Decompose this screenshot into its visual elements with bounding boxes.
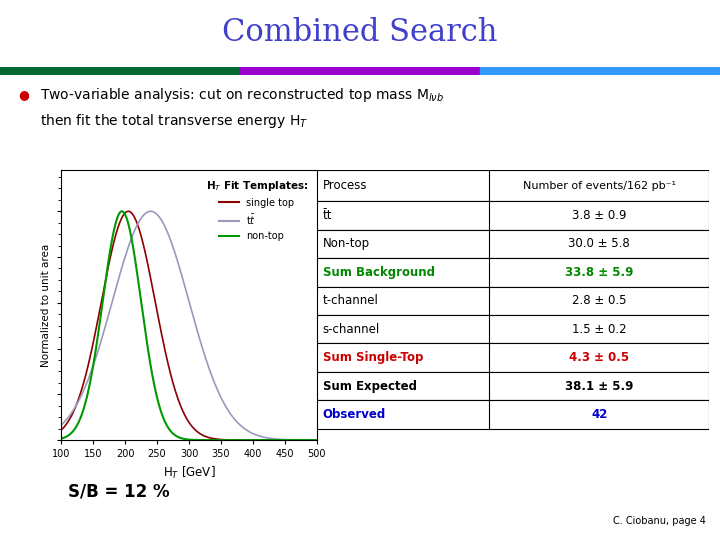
X-axis label: H$_T$ [GeV]: H$_T$ [GeV] [163,465,215,481]
Text: 4.3 ± 0.5: 4.3 ± 0.5 [570,351,629,364]
Text: Process: Process [323,179,367,192]
Text: Non-top: Non-top [323,238,370,251]
Text: 2.8 ± 0.5: 2.8 ± 0.5 [572,294,626,307]
Bar [317,400,709,429]
Text: Two-variable analysis: cut on reconstructed top mass M$_{\mathit{l}\nu b}$: Two-variable analysis: cut on reconstruc… [40,85,444,104]
Legend: single top, t$\bar{t}$, non-top: single top, t$\bar{t}$, non-top [202,175,312,245]
Text: Sum Expected: Sum Expected [323,380,417,393]
Bar [317,201,709,230]
Bar [0,67,240,75]
Text: Observed: Observed [323,408,386,421]
Text: Sum Single-Top: Sum Single-Top [323,351,423,364]
Bar [480,67,720,75]
Text: tt: tt [323,209,332,222]
Text: t-channel: t-channel [323,294,379,307]
Text: Sum Background: Sum Background [323,266,435,279]
Bar [317,258,709,287]
Text: ●: ● [18,88,29,101]
Text: 1.5 ± 0.2: 1.5 ± 0.2 [572,323,626,336]
Text: 3.8 ± 0.9: 3.8 ± 0.9 [572,209,626,222]
Text: 38.1 ± 5.9: 38.1 ± 5.9 [565,380,634,393]
Text: -: - [323,202,327,215]
Text: C. Ciobanu, page 4: C. Ciobanu, page 4 [613,516,706,526]
Text: 30.0 ± 5.8: 30.0 ± 5.8 [569,238,630,251]
Text: Number of events/162 pb⁻¹: Number of events/162 pb⁻¹ [523,181,676,191]
Bar [317,315,709,343]
Bar [317,287,709,315]
Text: 42: 42 [591,408,608,421]
Bar [317,372,709,400]
Text: Combined Search: Combined Search [222,17,498,48]
Bar [240,67,480,75]
Text: S/B = 12 %: S/B = 12 % [68,482,170,501]
Bar [317,230,709,258]
Bar [317,170,709,201]
Bar [317,343,709,372]
Text: 33.8 ± 5.9: 33.8 ± 5.9 [565,266,634,279]
Text: then fit the total transverse energy H$_T$: then fit the total transverse energy H$_… [40,112,308,131]
Text: s-channel: s-channel [323,323,380,336]
Y-axis label: Normalized to unit area: Normalized to unit area [42,244,51,367]
